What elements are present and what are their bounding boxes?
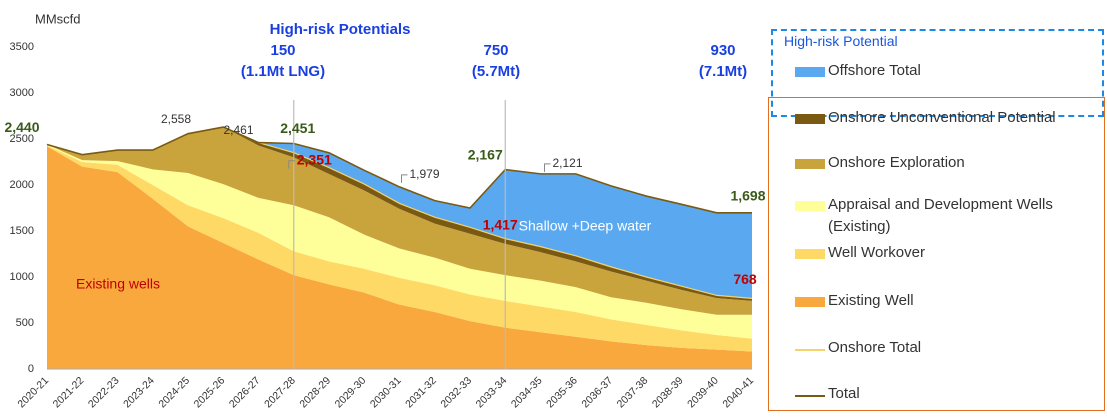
legend-label: Onshore Exploration xyxy=(828,154,965,171)
x-tick-label: 2024-25 xyxy=(156,374,192,410)
legend-swatch xyxy=(795,349,825,351)
x-tick-label: 2039-40 xyxy=(685,374,721,410)
x-tick-label: 2027-28 xyxy=(262,374,298,410)
area xyxy=(47,127,752,315)
x-tick-label: 2035-36 xyxy=(544,374,580,410)
legend-swatch xyxy=(795,395,825,397)
x-tick-label: 2026-27 xyxy=(227,374,263,410)
legend-swatch xyxy=(795,249,825,259)
annotation: High-risk Potentials xyxy=(270,21,411,38)
chart: MMscfd 0 500 1000 1500 2000 2500 3000 3500 2020-… xyxy=(4,11,765,410)
x-tick-label: 2031-32 xyxy=(403,374,439,410)
legend-item: Appraisal and Development Wells (Existin… xyxy=(795,196,1083,238)
legend-label: Total xyxy=(828,385,860,402)
area xyxy=(47,127,752,301)
x-tick-label: 2022-23 xyxy=(86,374,122,410)
y-tick-label: 500 xyxy=(16,317,34,329)
legend-label: Existing Well xyxy=(828,292,914,309)
data-label: 2,167 xyxy=(468,146,503,162)
data-label: 2,461 xyxy=(223,123,253,137)
legend-label: Onshore Total xyxy=(828,339,922,356)
annotation: 750 xyxy=(483,42,508,59)
annotation: (1.1Mt LNG) xyxy=(241,63,325,80)
area xyxy=(47,146,752,369)
leader xyxy=(544,163,551,172)
legend-swatch xyxy=(795,114,825,124)
data-label: 2,440 xyxy=(4,119,39,135)
y-tick-label: 1000 xyxy=(10,271,34,283)
y-unit-label: MMscfd xyxy=(35,11,81,26)
y-tick-label: 3500 xyxy=(10,41,34,53)
x-tick-label: 2028-29 xyxy=(297,374,333,410)
legend-item: Offshore Total xyxy=(795,62,1083,82)
y-tick-label: 3000 xyxy=(10,87,34,99)
annotation: 930 xyxy=(710,42,735,59)
data-label: 2,351 xyxy=(297,151,332,167)
data-label: 1,698 xyxy=(730,187,765,203)
legend-box-high-risk xyxy=(771,29,1104,117)
legend-swatch xyxy=(795,67,825,77)
annotation: (7.1Mt) xyxy=(699,63,747,80)
y-tick-label: 1500 xyxy=(10,225,34,237)
x-tick-label: 2025-26 xyxy=(192,374,228,410)
x-tick-label: 2034-35 xyxy=(509,374,545,410)
x-tick-label: 2032-33 xyxy=(438,374,474,410)
x-tick-label: 2023-24 xyxy=(121,374,157,410)
legend-swatch xyxy=(795,201,825,211)
annotation: Existing wells xyxy=(76,276,160,292)
data-label: 1,417 xyxy=(483,216,518,232)
x-tick-label: 2021-22 xyxy=(51,374,87,410)
annotation: (5.7Mt) xyxy=(472,63,520,80)
x-tick-label: 2029-30 xyxy=(333,374,369,410)
area xyxy=(47,145,752,352)
legend-item: Onshore Total xyxy=(795,339,1083,359)
x-tick-label: 2030-31 xyxy=(368,374,404,410)
data-label: 1,979 xyxy=(410,167,440,181)
x-tick-label: 2040-41 xyxy=(720,374,756,410)
legend-label: Offshore Total xyxy=(828,62,921,79)
x-tick-label: 2036-37 xyxy=(579,374,615,410)
area xyxy=(47,144,752,339)
data-label: 2,121 xyxy=(553,156,583,170)
line xyxy=(46,126,752,214)
legend-item: Total xyxy=(795,385,1083,405)
legend-label: Onshore Unconventional Potential xyxy=(828,109,1056,126)
y-tick-label: 2500 xyxy=(10,133,34,145)
legend-swatch xyxy=(795,297,825,307)
legend-title: High-risk Potential xyxy=(784,33,898,49)
x-tick-label: 2038-39 xyxy=(650,374,686,410)
x-tick-label: 2037-38 xyxy=(615,374,651,410)
legend-item: Onshore Exploration xyxy=(795,154,1083,174)
annotation: 150 xyxy=(270,42,295,59)
legend-swatch xyxy=(795,159,825,169)
leader xyxy=(288,160,295,169)
annotation: Shallow +Deep water xyxy=(519,218,652,234)
legend-label: Well Workover xyxy=(828,244,925,261)
x-tick-label: 2033-34 xyxy=(474,374,510,410)
data-label: 2,558 xyxy=(161,112,191,126)
legend-label: Appraisal and Development Wells (Existin… xyxy=(828,196,1053,235)
y-tick-label: 2000 xyxy=(10,179,34,191)
legend-item: Onshore Unconventional Potential xyxy=(795,109,1083,129)
legend-item: Well Workover xyxy=(795,244,1083,264)
data-label: 768 xyxy=(733,271,757,287)
y-tick-label: 0 xyxy=(28,363,34,375)
legend-item: Existing Well xyxy=(795,292,1083,312)
x-tick-label: 2020-21 xyxy=(15,374,51,410)
legend-box-onshore xyxy=(768,97,1105,411)
leader xyxy=(401,174,408,183)
data-label: 2,451 xyxy=(280,120,315,136)
